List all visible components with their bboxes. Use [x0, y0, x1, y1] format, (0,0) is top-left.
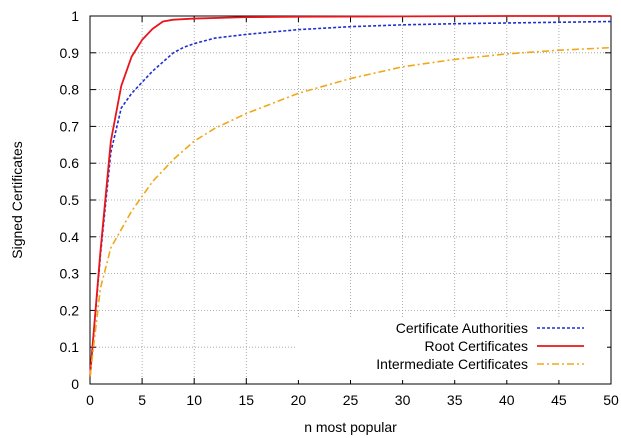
y-tick-label: 0.6	[60, 155, 80, 171]
legend-label: Root Certificates	[425, 338, 528, 354]
x-tick-label: 20	[291, 392, 307, 408]
x-tick-label: 0	[86, 392, 94, 408]
legend-label: Certificate Authorities	[396, 320, 528, 336]
x-tick-label: 15	[239, 392, 255, 408]
x-tick-label: 5	[138, 392, 146, 408]
y-tick-label: 0.3	[60, 266, 80, 282]
y-tick-label: 0.9	[60, 45, 80, 61]
legend: Certificate Authorities Root Certificates…	[295, 318, 607, 380]
x-tick-label: 10	[186, 392, 202, 408]
series-line	[89, 15, 611, 377]
legend-label: Intermediate Certificates	[376, 356, 528, 372]
y-tick-label: 0	[71, 376, 79, 392]
series-line	[89, 20, 612, 377]
y-tick-label: 0.5	[60, 192, 80, 208]
y-tick-label: 0.4	[60, 229, 80, 245]
y-tick-label: 0.1	[60, 339, 80, 355]
x-tick-label: 35	[447, 392, 463, 408]
x-tick-label: 40	[499, 392, 515, 408]
x-axis-label: n most popular	[304, 419, 397, 435]
series-line	[89, 46, 612, 377]
x-tick-label: 25	[343, 392, 359, 408]
x-tick-label: 45	[551, 392, 567, 408]
y-axis-label: Signed Certificates	[9, 141, 25, 259]
y-tick-label: 0.7	[60, 118, 80, 134]
y-tick-label: 1	[71, 8, 79, 24]
x-tick-label: 50	[603, 392, 619, 408]
y-tick-label: 0.2	[60, 302, 80, 318]
y-tick-label: 0.8	[60, 82, 80, 98]
series-lines	[89, 15, 612, 377]
axis-ticks: 0 5 10 15 20 25 30 35 40 45 50 0 0.1 0.2 0.3 0.4 0.5 0.6 0…	[60, 8, 619, 408]
x-tick-label: 30	[395, 392, 411, 408]
